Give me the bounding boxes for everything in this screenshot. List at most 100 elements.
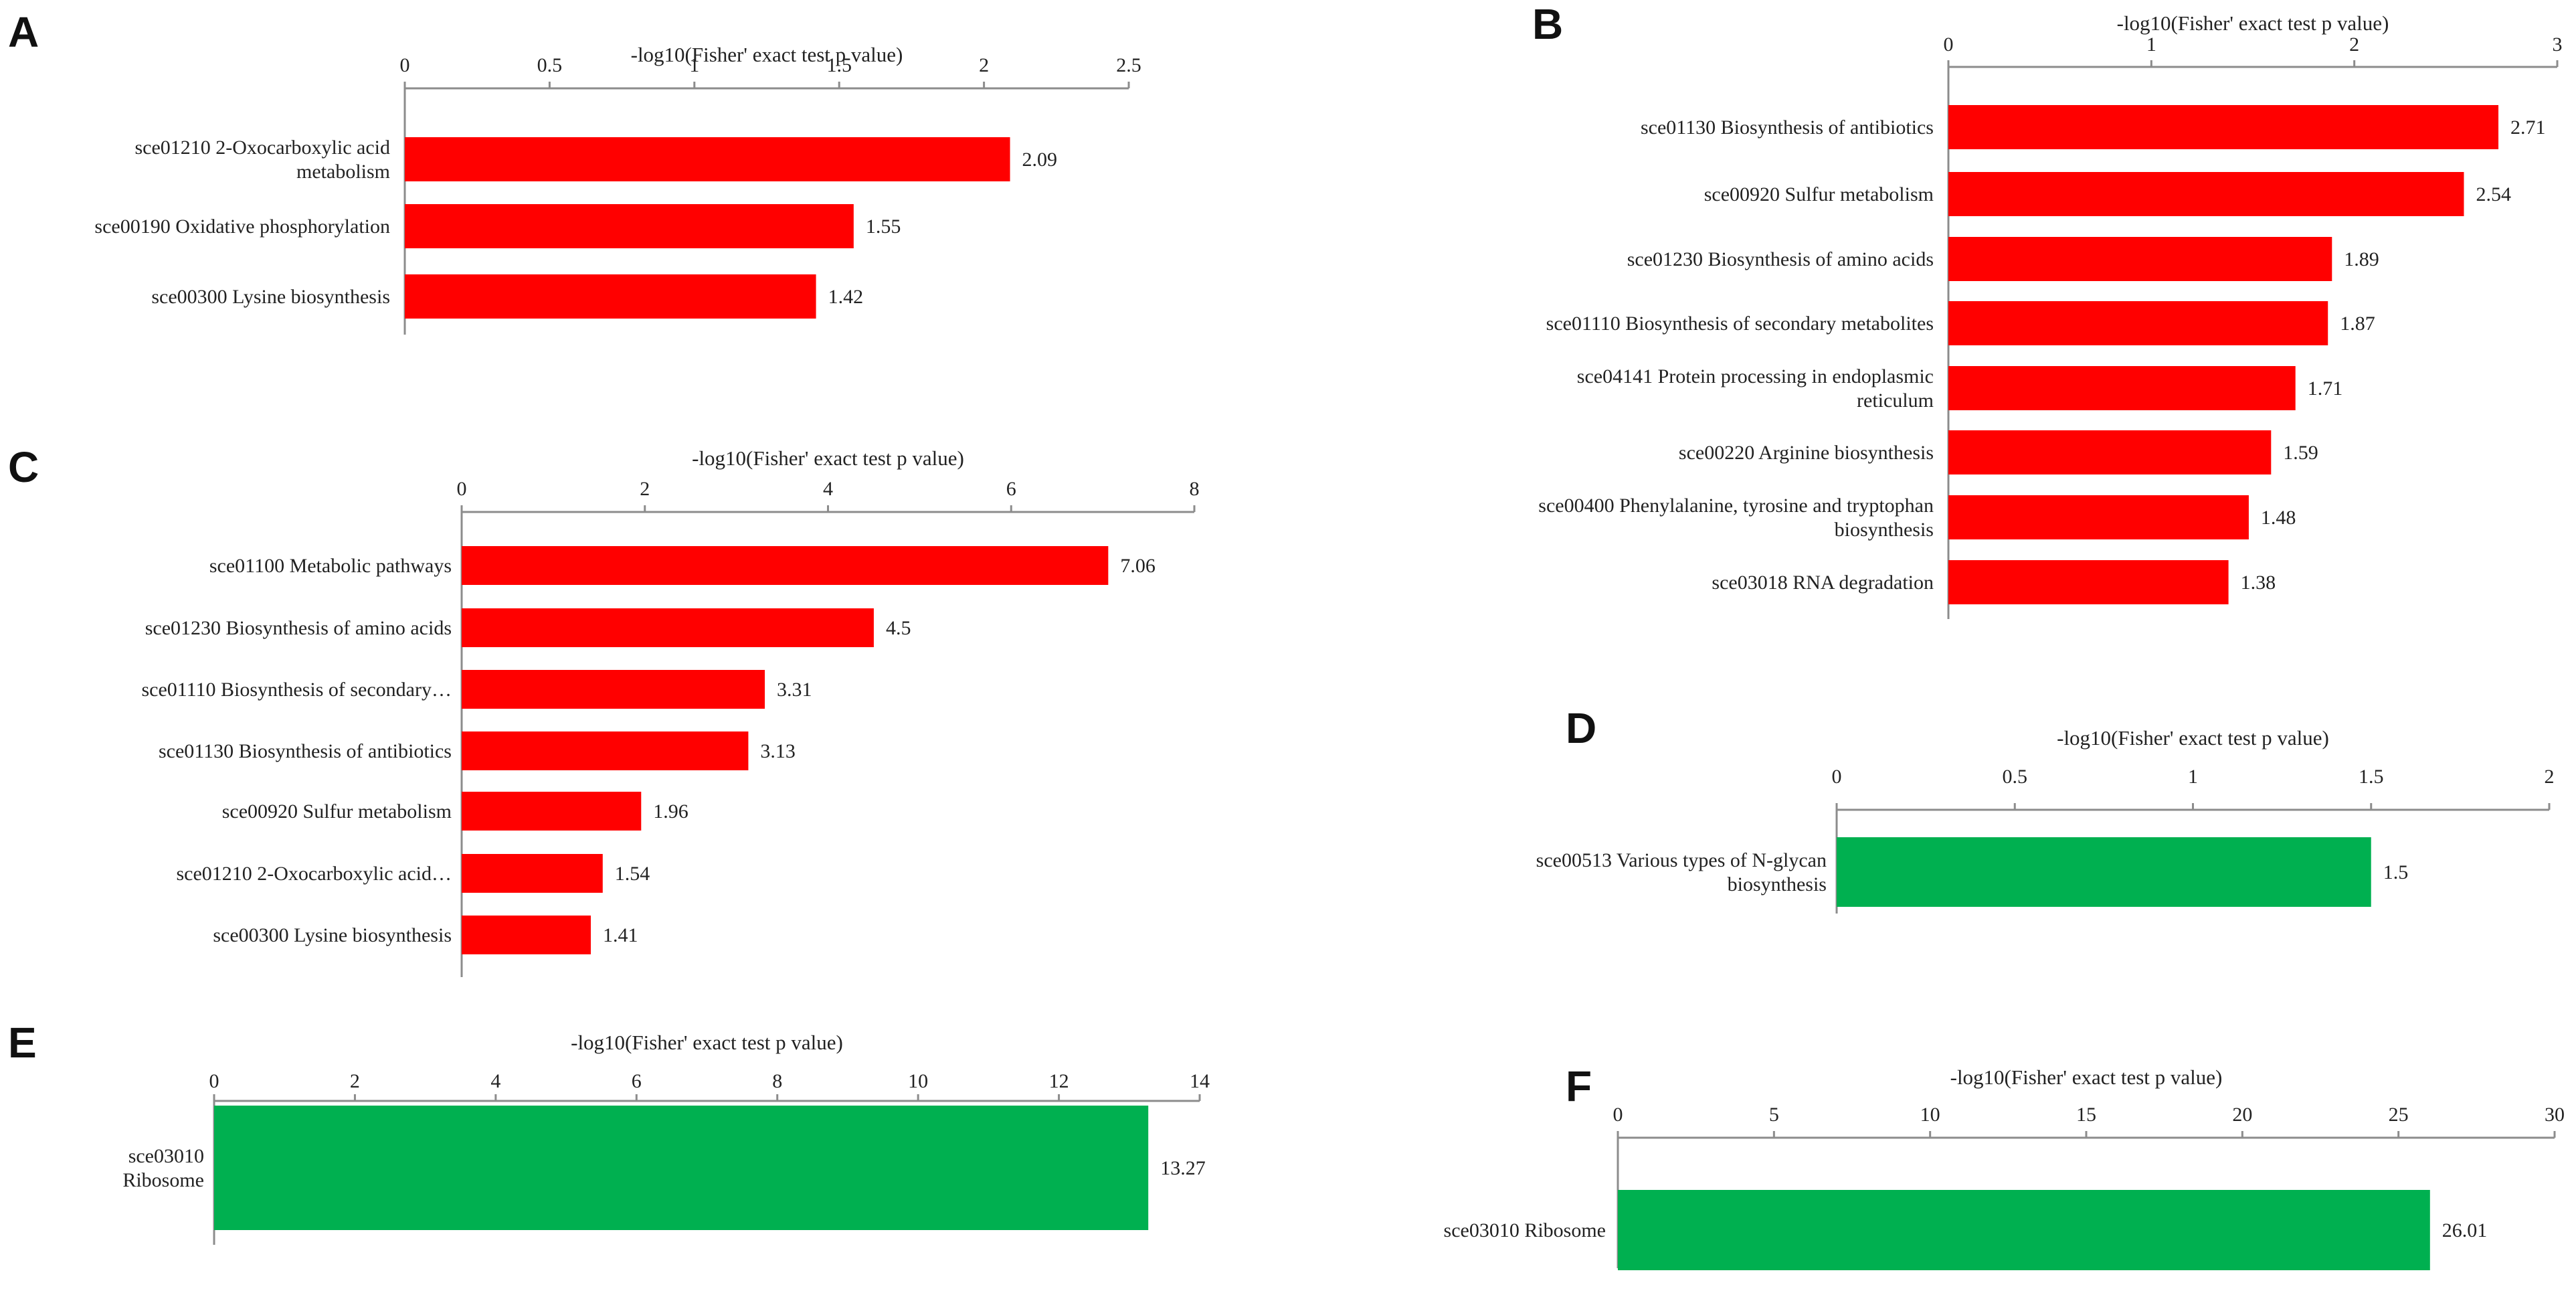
x-axis-title: -log10(Fisher' exact test p value): [2057, 726, 2329, 750]
bar: [1948, 430, 2272, 474]
category-label: sce00920 Sulfur metabolism: [222, 800, 452, 823]
x-tick-label: 0: [457, 478, 467, 500]
category-label: sce01210 2-Oxocarboxylic acid…: [176, 863, 452, 885]
category-label-line: sce03018 RNA degradation: [1712, 572, 1934, 594]
category-label-line: sce03010 Ribosome: [1444, 1219, 1606, 1241]
x-tick-label: 15: [2076, 1104, 2096, 1126]
category-label: sce00220 Arginine biosynthesis: [1679, 442, 1934, 464]
category-label: sce01230 Biosynthesis of amino acids: [145, 617, 452, 639]
category-label: sce04141 Protein processing in endoplasm…: [1577, 365, 1934, 412]
value-label: 13.27: [1160, 1157, 1206, 1179]
panel-A: A -log10(Fisher' exact test p value) 0 0.5 1…: [8, 8, 1141, 335]
x-tick-label: 1: [689, 54, 699, 76]
panel-letter: C: [8, 443, 39, 491]
category-label: sce01210 2-Oxocarboxylic acid metabolism: [134, 137, 390, 183]
category-label: sce01110 Biosynthesis of secondary…: [141, 679, 452, 701]
value-label: 1.89: [2344, 248, 2379, 270]
value-label: 1.48: [2261, 507, 2296, 529]
panel-D: D -log10(Fisher' exact test p value) 0 0.5 1…: [1536, 704, 2555, 914]
category-label-line: sce00300 Lysine biosynthesis: [151, 286, 390, 308]
value-label: 1.54: [615, 863, 650, 885]
category-label-line: reticulum: [1857, 390, 1934, 412]
value-label: 3.31: [777, 679, 812, 701]
x-tick-label: 2.5: [1116, 54, 1141, 76]
category-label-line: sce04141 Protein processing in endoplasm…: [1577, 365, 1934, 387]
bar: [1948, 105, 2499, 149]
category-label: sce00300 Lysine biosynthesis: [151, 286, 390, 308]
category-label: sce01130 Biosynthesis of antibiotics: [159, 740, 452, 762]
x-tick-label: 2: [350, 1070, 360, 1092]
bar: [462, 670, 765, 709]
category-label-line: sce00920 Sulfur metabolism: [1704, 183, 1934, 205]
x-tick-label: 6: [632, 1070, 642, 1092]
category-label-line: sce01110 Biosynthesis of secondary metab…: [1546, 313, 1934, 335]
bar: [214, 1106, 1149, 1230]
x-axis-title: -log10(Fisher' exact test p value): [1950, 1065, 2223, 1089]
bar: [1837, 837, 2371, 907]
category-label: sce03010 Ribosome: [122, 1145, 204, 1191]
value-label: 1.5: [2383, 861, 2409, 883]
value-label: 1.42: [828, 286, 864, 308]
bar: [405, 274, 816, 319]
x-tick-label: 12: [1049, 1070, 1069, 1092]
category-label-line: biosynthesis: [1728, 873, 1827, 895]
x-tick-label: 2: [979, 54, 989, 76]
x-tick-label: 0: [400, 54, 410, 76]
x-axis-title: -log10(Fisher' exact test p value): [631, 43, 903, 66]
x-tick-label: 1.5: [826, 54, 852, 76]
category-label-line: sce00400 Phenylalanine, tyrosine and try…: [1538, 495, 1934, 517]
bar: [462, 792, 642, 831]
x-tick-label: 8: [1190, 478, 1200, 500]
category-label-line: sce00300 Lysine biosynthesis: [213, 924, 452, 946]
bar: [1948, 495, 2249, 539]
x-tick-label: 4: [490, 1070, 500, 1092]
bar: [462, 546, 1109, 585]
category-label-line: sce01130 Biosynthesis of antibiotics: [159, 740, 452, 762]
bar: [462, 854, 603, 893]
category-label-line: sce01230 Biosynthesis of amino acids: [1627, 248, 1934, 270]
value-label: 3.13: [760, 740, 796, 762]
panel-letter: F: [1566, 1062, 1592, 1110]
bar: [1618, 1190, 2430, 1270]
bar: [1948, 560, 2229, 604]
category-label-line: sce01110 Biosynthesis of secondary…: [141, 679, 452, 701]
category-label-line: sce03010: [128, 1145, 204, 1167]
x-tick-label: 0: [1832, 766, 1842, 788]
panel-B: B -log10(Fisher' exact test p value) 0 1 2 3 s…: [1532, 0, 2563, 619]
x-tick-label: 1: [2188, 766, 2198, 788]
panel-E: E -log10(Fisher' exact test p value) 0 2 4 6 8…: [8, 1019, 1210, 1245]
category-label: sce01110 Biosynthesis of secondary metab…: [1546, 313, 1934, 335]
value-label: 4.5: [886, 617, 911, 639]
value-label: 1.41: [603, 924, 638, 946]
panel-C: C -log10(Fisher' exact test p value) 0 2 4 6 8…: [8, 443, 1200, 977]
x-tick-label: 3: [2553, 33, 2563, 56]
bar: [405, 137, 1010, 181]
x-tick-label: 30: [2545, 1104, 2565, 1126]
category-label-line: sce01100 Metabolic pathways: [209, 555, 452, 577]
value-label: 1.38: [2241, 572, 2276, 594]
panel-F: F -log10(Fisher' exact test p value) 0 5 10 1…: [1444, 1062, 2565, 1270]
x-tick-label: 2: [2545, 766, 2555, 788]
value-label: 1.55: [866, 215, 901, 238]
panel-letter: D: [1566, 704, 1596, 752]
category-label-line: metabolism: [296, 161, 390, 183]
x-tick-label: 4: [823, 478, 833, 500]
x-axis-title: -log10(Fisher' exact test p value): [692, 446, 964, 470]
x-tick-label: 0.5: [2003, 766, 2028, 788]
panel-letter: E: [8, 1019, 37, 1067]
value-label: 1.87: [2340, 313, 2375, 335]
category-label-line: sce01210 2-Oxocarboxylic acid: [134, 137, 390, 159]
value-label: 26.01: [2442, 1219, 2488, 1241]
x-axis-title: -log10(Fisher' exact test p value): [571, 1031, 843, 1054]
category-label: sce03018 RNA degradation: [1712, 572, 1934, 594]
value-label: 7.06: [1120, 555, 1156, 577]
category-label-line: sce00220 Arginine biosynthesis: [1679, 442, 1934, 464]
x-tick-label: 0: [209, 1070, 219, 1092]
category-label: sce00920 Sulfur metabolism: [1704, 183, 1934, 205]
value-label: 1.96: [653, 800, 688, 823]
x-tick-label: 10: [908, 1070, 928, 1092]
category-label-line: sce01230 Biosynthesis of amino acids: [145, 617, 452, 639]
x-axis-title: -log10(Fisher' exact test p value): [2117, 11, 2389, 35]
panel-letter: B: [1532, 0, 1563, 48]
